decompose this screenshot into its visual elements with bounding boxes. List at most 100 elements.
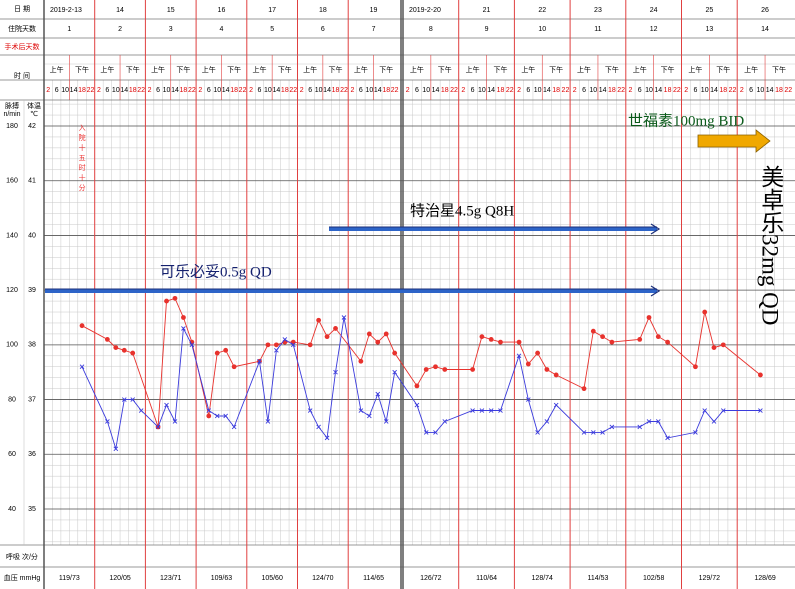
temp-point bbox=[553, 402, 559, 408]
temp-point bbox=[655, 419, 661, 424]
postop-label: 手术后天数 bbox=[5, 42, 40, 51]
hospital-day: 12 bbox=[650, 26, 658, 33]
pm: 下午 bbox=[605, 65, 619, 74]
hospital-day: 9 bbox=[485, 26, 489, 33]
pulse-unit: n/min bbox=[3, 111, 20, 118]
temp-point bbox=[498, 408, 503, 413]
temp-point bbox=[600, 430, 605, 435]
hour: 14 bbox=[487, 87, 495, 94]
hour: 14 bbox=[222, 87, 230, 94]
hour: 6 bbox=[258, 87, 262, 94]
blood-pressure: 105/60 bbox=[261, 575, 283, 582]
temp-point bbox=[590, 430, 596, 435]
y-tick-label: 40 bbox=[8, 506, 16, 513]
temp-point bbox=[164, 402, 169, 408]
hour: 2 bbox=[461, 87, 465, 94]
am: 上午 bbox=[151, 65, 165, 74]
am: 上午 bbox=[410, 65, 424, 74]
pulse-point bbox=[442, 367, 448, 372]
pm: 下午 bbox=[438, 65, 452, 74]
drug-arrow bbox=[45, 289, 657, 293]
temp-point bbox=[544, 419, 550, 424]
hour: 10 bbox=[534, 87, 542, 94]
am: 上午 bbox=[633, 65, 647, 74]
date-label: 日 期 bbox=[14, 5, 30, 13]
am: 上午 bbox=[521, 65, 535, 74]
am: 上午 bbox=[202, 65, 216, 74]
pm: 下午 bbox=[329, 65, 343, 74]
pulse-point bbox=[414, 383, 420, 389]
pulse-point bbox=[609, 339, 615, 345]
am: 上午 bbox=[466, 65, 480, 74]
pulse-point bbox=[130, 350, 136, 356]
hospital-day: 13 bbox=[705, 26, 713, 33]
temp-point bbox=[470, 408, 475, 413]
hour: 6 bbox=[105, 87, 109, 94]
pm: 下午 bbox=[716, 65, 730, 74]
hour: 2 bbox=[148, 87, 152, 94]
pm: 下午 bbox=[772, 65, 786, 74]
pulse-point bbox=[265, 342, 271, 348]
date: 26 bbox=[761, 7, 769, 14]
hour: 6 bbox=[582, 87, 586, 94]
hospital-day: 3 bbox=[169, 26, 173, 33]
pulse-point bbox=[333, 326, 338, 331]
hour: 2 bbox=[350, 87, 354, 94]
hour: 18 bbox=[129, 87, 137, 94]
hour: 2 bbox=[300, 87, 304, 94]
temp-point bbox=[637, 424, 643, 430]
hour: 10 bbox=[422, 87, 430, 94]
pm: 下午 bbox=[493, 65, 507, 74]
hour: 10 bbox=[589, 87, 597, 94]
blood-pressure: 124/70 bbox=[312, 575, 334, 582]
hour: 2 bbox=[97, 87, 101, 94]
am: 上午 bbox=[577, 65, 591, 74]
hour: 10 bbox=[365, 87, 373, 94]
hour: 6 bbox=[359, 87, 363, 94]
y-tick-label: 180 bbox=[6, 123, 18, 130]
hospital-day: 4 bbox=[219, 26, 223, 33]
hour: 14 bbox=[272, 87, 280, 94]
hour: 10 bbox=[264, 87, 272, 94]
temp-point bbox=[367, 413, 372, 419]
pulse-point bbox=[121, 347, 127, 353]
temp-point bbox=[488, 408, 494, 413]
hour: 14 bbox=[599, 87, 607, 94]
temp-point bbox=[138, 408, 144, 413]
hospital-day: 14 bbox=[761, 26, 769, 33]
time-label: 时 间 bbox=[14, 71, 30, 80]
pm: 下午 bbox=[661, 65, 675, 74]
temp-point bbox=[113, 446, 119, 452]
temp-point bbox=[442, 419, 448, 424]
hour: 22 bbox=[617, 87, 625, 94]
pm: 下午 bbox=[278, 65, 292, 74]
hour: 10 bbox=[61, 87, 69, 94]
hour: 14 bbox=[654, 87, 662, 94]
hospital-day: 2 bbox=[118, 26, 122, 33]
hour: 6 bbox=[693, 87, 697, 94]
pm: 下午 bbox=[126, 65, 140, 74]
hour: 6 bbox=[308, 87, 312, 94]
date: 2019-2-20 bbox=[409, 7, 441, 14]
hour: 22 bbox=[562, 87, 570, 94]
series-line bbox=[81, 317, 761, 449]
temp-point bbox=[282, 337, 288, 342]
hour: 2 bbox=[573, 87, 577, 94]
blood-pressure: 126/72 bbox=[420, 575, 442, 582]
pulse-point bbox=[392, 350, 398, 356]
date: 15 bbox=[167, 7, 175, 14]
date: 18 bbox=[319, 7, 327, 14]
date: 23 bbox=[594, 7, 602, 14]
temp-point bbox=[414, 402, 420, 408]
hour: 14 bbox=[120, 87, 128, 94]
hospital-day: 11 bbox=[594, 26, 601, 33]
pulse-point bbox=[479, 334, 485, 340]
temp-point bbox=[79, 364, 85, 370]
hour: 14 bbox=[766, 87, 774, 94]
temp-point bbox=[324, 435, 330, 441]
hour: 14 bbox=[374, 87, 382, 94]
pm: 下午 bbox=[379, 65, 393, 74]
pulse-point bbox=[600, 334, 605, 340]
date: 19 bbox=[370, 7, 378, 14]
